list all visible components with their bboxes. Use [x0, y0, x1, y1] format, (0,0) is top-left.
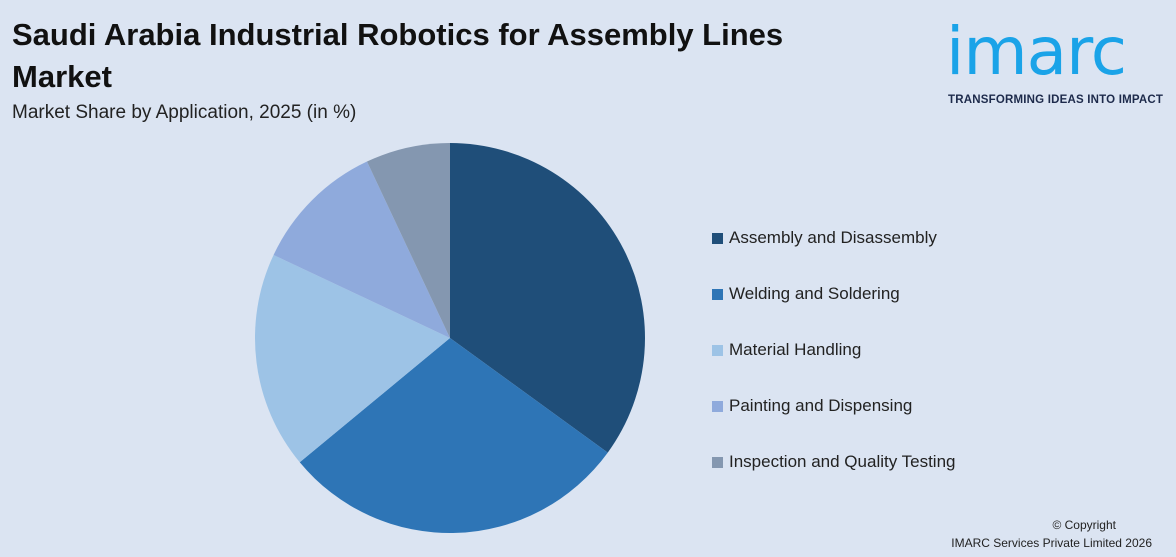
legend-label: Assembly and Disassembly: [729, 228, 937, 247]
pie-slice-welding-and-soldering: [299, 338, 608, 533]
legend-swatch: [712, 456, 723, 468]
copyright-line: © Copyright: [1052, 518, 1116, 532]
pie-chart: [254, 143, 645, 533]
logo-tagline: TRANSFORMING IDEAS INTO IMPACT: [948, 94, 1164, 106]
legend-label: Painting and Dispensing: [729, 396, 913, 415]
pie-slice-assembly-and-disassembly: [450, 143, 645, 453]
copyright-owner: IMARC Services Private Limited 2026: [951, 536, 1152, 550]
chart-legend: Assembly and Disassembly Welding and Sol…: [712, 210, 956, 490]
legend-item: Painting and Dispensing: [712, 378, 956, 434]
legend-swatch: [712, 400, 723, 412]
copyright-notice: © Copyright IMARC Services Private Limit…: [951, 516, 1152, 552]
chart-subtitle: Market Share by Application, 2025 (in %): [12, 102, 357, 123]
chart-title: Saudi Arabia Industrial Robotics for Ass…: [12, 17, 784, 94]
legend-swatch: [712, 344, 723, 356]
legend-swatch: [712, 232, 723, 244]
legend-item: Assembly and Disassembly: [712, 210, 956, 266]
legend-label: Material Handling: [729, 340, 862, 359]
logo-wordmark: imarc: [946, 13, 1127, 90]
legend-item: Inspection and Quality Testing: [712, 434, 956, 490]
legend-swatch: [712, 288, 723, 300]
pie-slice-inspection-and-quality-testing: [366, 143, 450, 338]
legend-item: Welding and Soldering: [712, 266, 956, 322]
legend-label: Inspection and Quality Testing: [729, 452, 956, 471]
legend-item: Material Handling: [712, 322, 956, 378]
pie-slice-painting-and-dispensing: [273, 161, 450, 338]
legend-label: Welding and Soldering: [729, 284, 900, 303]
imarc-logo: imarc TRANSFORMING IDEAS INTO IMPACT: [942, 8, 1172, 112]
pie-slice-material-handling: [254, 254, 450, 463]
